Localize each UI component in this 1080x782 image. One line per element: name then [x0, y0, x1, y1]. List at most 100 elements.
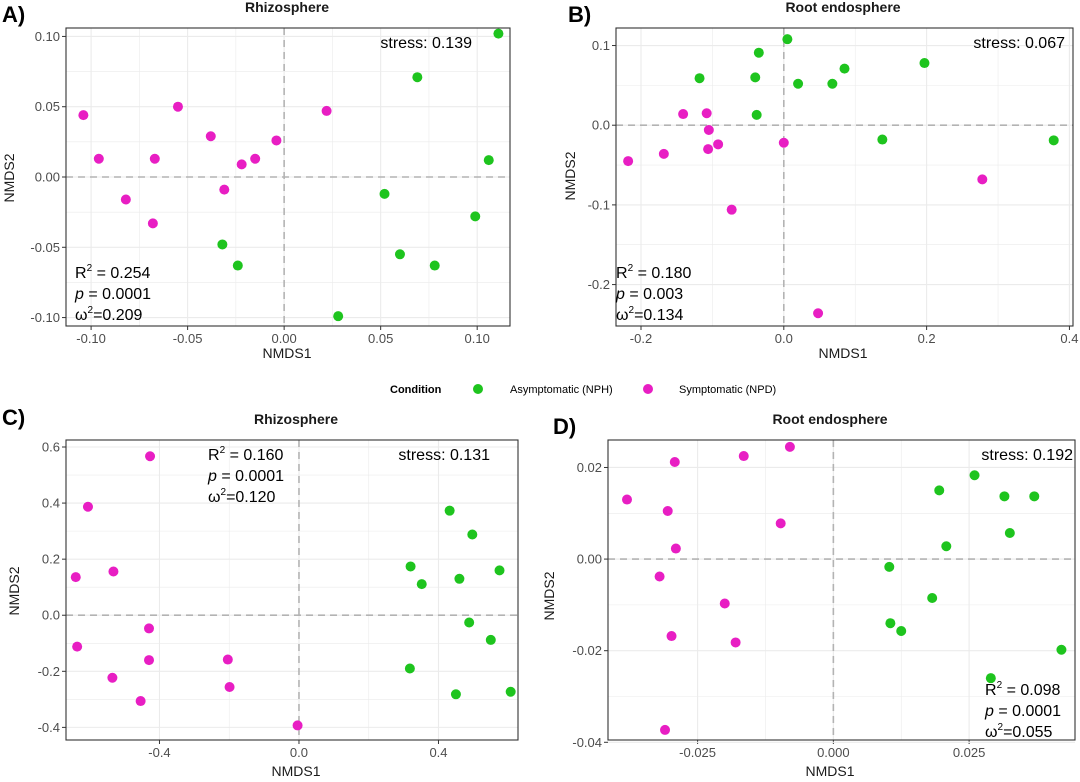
panel-c-point-symptomatic — [144, 623, 155, 634]
panel-d-point-asymptomatic — [1056, 644, 1067, 655]
panel-c-point-symptomatic — [292, 720, 303, 731]
panel-a-ytick-label: 0.10 — [35, 29, 60, 44]
panel-d-w2-label: ω — [985, 724, 998, 741]
panel-b-plot: -0.2 0.0 0.2 0.4 -0.2 -0.1 0.0 0.1 — [588, 27, 1078, 346]
panel-c-r2-value: = 0.160 — [225, 447, 283, 464]
panel-c: C) Rhizosphere -0.4 0.0 0.4 -0.4 -0.2 0.0 0.2 0… — [2, 405, 519, 779]
panel-a-p: p = 0.0001 — [74, 286, 151, 303]
panel-b-w2-sup: 2 — [629, 305, 635, 316]
panel-c-stress: stress: 0.131 — [398, 447, 490, 464]
panel-a: A) Rhizosphere -0.10 -0.05 0.00 0.05 0.10-0.… — [1, 0, 511, 361]
panel-d-xtick-label: 0.025 — [953, 745, 986, 760]
panel-c-point-asymptomatic — [485, 634, 496, 645]
panel-c-point-asymptomatic — [494, 565, 505, 576]
panel-a-point-asymptomatic — [470, 211, 481, 222]
panel-c-xtick-label: -0.4 — [148, 745, 170, 760]
panel-a-r2-value: = 0.254 — [92, 265, 150, 282]
panel-a-label: A) — [2, 2, 25, 27]
panel-b-point-asymptomatic — [793, 78, 804, 89]
panel-a-point-symptomatic — [120, 194, 131, 205]
panel-c-ylabel: NMDS2 — [6, 566, 22, 615]
panel-a-r2: R2 = 0.254 — [75, 263, 151, 282]
panel-a-point-asymptomatic — [232, 260, 243, 271]
panel-a-point-asymptomatic — [429, 260, 440, 271]
panel-c-xtick-label: 0.4 — [429, 745, 447, 760]
panel-a-point-asymptomatic — [493, 28, 504, 39]
panel-c-point-asymptomatic — [416, 579, 427, 590]
panel-c-ytick-label: 0.0 — [42, 608, 60, 623]
panel-b-omega: ω2=0.134 — [616, 305, 684, 324]
panel-d-point-symptomatic — [670, 543, 681, 554]
panel-a-w2-sup: 2 — [88, 305, 94, 316]
panel-a-point-asymptomatic — [483, 155, 494, 166]
panel-a-p-label: p — [74, 286, 84, 303]
panel-a-point-asymptomatic — [379, 188, 390, 199]
panel-c-ytick-label: -0.2 — [38, 664, 60, 679]
legend-label-asymptomatic: Asymptomatic (NPH) — [510, 384, 613, 396]
panel-c-p-label: p — [207, 468, 217, 485]
panel-b-ytick-label: 0.1 — [592, 38, 610, 53]
panel-c-ytick-label: -0.4 — [38, 720, 60, 735]
panel-b-point-symptomatic — [701, 108, 712, 119]
panel-c-point-symptomatic — [72, 641, 83, 652]
panel-a-point-symptomatic — [147, 218, 158, 229]
panel-c-point-symptomatic — [82, 501, 93, 512]
panel-a-w2-value: =0.209 — [93, 307, 142, 324]
panel-a-xtick-label: 0.10 — [465, 331, 490, 346]
panel-d-point-symptomatic — [730, 637, 741, 648]
panel-b-point-symptomatic — [778, 137, 789, 148]
panel-c-r2-label: R — [208, 447, 220, 464]
panel-c-point-asymptomatic — [450, 689, 461, 700]
panel-d-xtick-label: 0.000 — [817, 745, 850, 760]
legend: Condition Asymptomatic (NPH) Symptomatic… — [390, 384, 776, 396]
panel-b-r2: R2 = 0.180 — [616, 263, 692, 282]
panel-b-point-symptomatic — [713, 139, 724, 150]
panel-c-point-asymptomatic — [467, 529, 478, 540]
panel-b-point-symptomatic — [813, 308, 824, 319]
legend-label-symptomatic: Symptomatic (NPD) — [679, 384, 776, 396]
panel-c-point-asymptomatic — [454, 573, 465, 584]
panel-c-point-symptomatic — [145, 451, 156, 462]
panel-b-point-asymptomatic — [750, 72, 761, 83]
panel-a-point-symptomatic — [271, 135, 282, 146]
panel-a-xlabel: NMDS1 — [262, 345, 311, 361]
panel-b-point-symptomatic — [678, 109, 689, 120]
panel-d: D) Root endosphere -0.025 0.000 0.025 -0.04… — [541, 411, 1076, 779]
panel-a-point-asymptomatic — [217, 239, 228, 250]
panel-d-xtick-label: -0.025 — [679, 745, 716, 760]
panel-d-point-symptomatic — [666, 631, 677, 642]
panel-a-point-symptomatic — [250, 153, 261, 164]
panel-a-point-symptomatic — [236, 159, 247, 170]
legend-marker-symptomatic — [643, 384, 653, 394]
panel-c-point-symptomatic — [70, 572, 81, 583]
panel-a-xtick-label: 0.00 — [271, 331, 296, 346]
panel-d-point-asymptomatic — [999, 491, 1010, 502]
panel-b-ylabel: NMDS2 — [562, 151, 578, 200]
legend-title: Condition — [390, 384, 442, 396]
panel-b-r2-value: = 0.180 — [633, 265, 691, 282]
panel-c-w2-label: ω — [208, 489, 221, 506]
panel-c-w2-value: =0.120 — [226, 489, 275, 506]
panel-d-r2-sup: 2 — [997, 680, 1003, 691]
panel-c-w2-sup: 2 — [221, 487, 227, 498]
panel-c-point-asymptomatic — [505, 686, 516, 697]
panel-b-point-symptomatic — [977, 174, 988, 185]
panel-b-r2-sup: 2 — [628, 263, 634, 274]
panel-d-omega: ω2=0.055 — [985, 722, 1053, 741]
panel-c-xtick-label: 0.0 — [290, 745, 308, 760]
panel-d-r2: R2 = 0.098 — [985, 680, 1061, 699]
panel-d-plot: -0.025 0.000 0.025 -0.04 -0.02 0.00 0.02 — [572, 439, 1076, 760]
panel-a-r2-sup: 2 — [87, 263, 93, 274]
panel-b-point-asymptomatic — [751, 109, 762, 120]
panel-a-ytick-label: 0.00 — [35, 170, 60, 185]
panel-d-point-symptomatic — [669, 456, 680, 467]
panel-d-point-symptomatic — [622, 494, 633, 505]
panel-d-r2-value: = 0.098 — [1002, 682, 1060, 699]
panel-a-point-symptomatic — [172, 101, 183, 112]
panel-d-w2-value: =0.055 — [1003, 724, 1052, 741]
panel-a-p-value: = 0.0001 — [84, 286, 151, 303]
panel-d-stress: stress: 0.192 — [981, 447, 1073, 464]
panel-a-point-symptomatic — [93, 153, 104, 164]
panel-b-xtick-label: 0.0 — [775, 331, 793, 346]
panel-b-point-symptomatic — [726, 204, 737, 215]
